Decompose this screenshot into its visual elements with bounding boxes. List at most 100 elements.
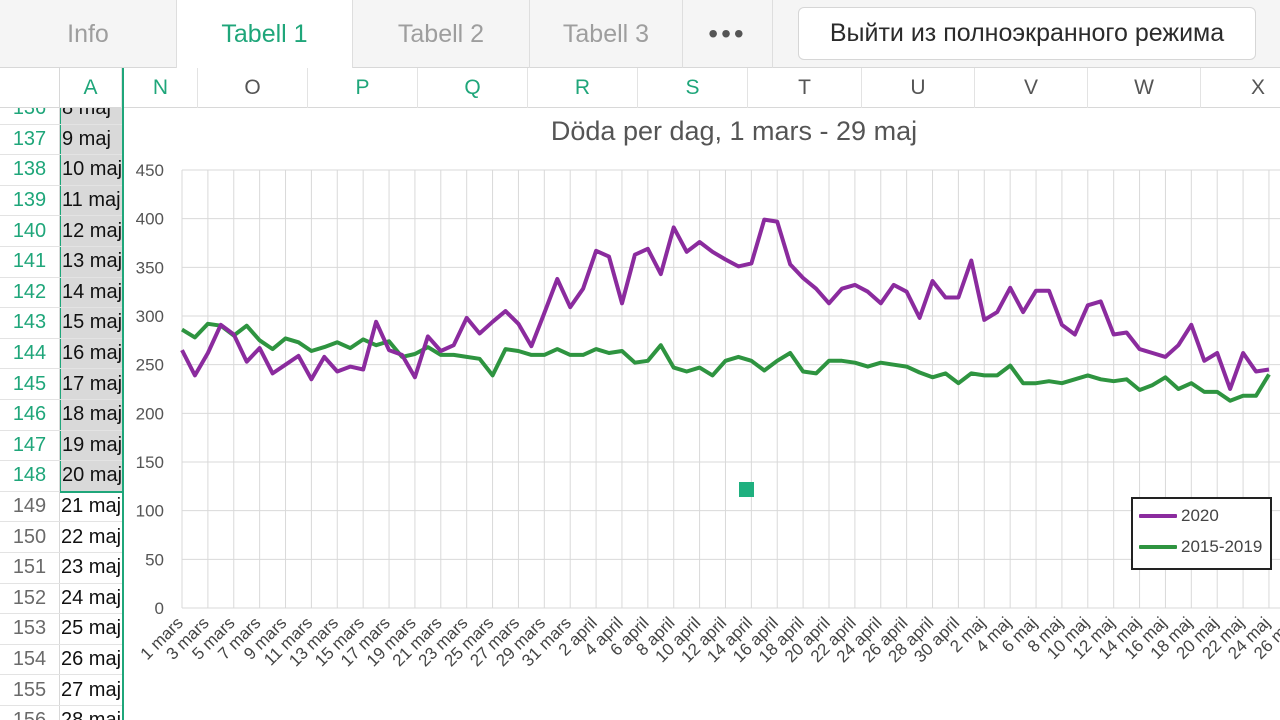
date-cell[interactable]: 21 maj <box>61 495 122 518</box>
table-row[interactable]: 145 17 maj <box>0 369 124 400</box>
freeze-pane-divider <box>122 68 124 720</box>
table-row[interactable]: 138 10 maj <box>0 155 124 186</box>
line-chart[interactable]: 0 50 100 150 200 250 300 350 400 450 1 mars 3 mars 5… <box>124 108 1280 720</box>
row-number[interactable]: 154 <box>0 644 60 675</box>
row-number[interactable]: 136 <box>0 108 60 124</box>
row-number[interactable]: 148 <box>0 461 60 491</box>
table-row[interactable]: 147 19 maj <box>0 430 124 462</box>
exit-fullscreen-button[interactable]: Выйти из полноэкранного режима <box>798 7 1256 60</box>
row-number[interactable]: 146 <box>0 400 60 430</box>
column-header-w[interactable]: W <box>1088 68 1201 108</box>
row-number[interactable]: 155 <box>0 675 60 705</box>
chart-title: Döda per dag, 1 mars - 29 maj <box>550 116 918 146</box>
table-row[interactable]: 149 21 maj <box>0 491 124 523</box>
table-row[interactable]: 146 18 maj <box>0 400 124 431</box>
date-cell[interactable]: 26 maj <box>61 648 122 671</box>
row-number[interactable]: 137 <box>0 124 60 155</box>
row-number[interactable]: 151 <box>0 553 60 583</box>
legend-item-2015-2019: 2015-2019 <box>1139 534 1262 560</box>
tab-tabell-2[interactable]: Tabell 2 <box>353 0 530 68</box>
column-header-v[interactable]: V <box>975 68 1088 108</box>
date-cell[interactable]: 22 maj <box>61 525 122 548</box>
y-tick-label: 450 <box>136 161 164 180</box>
table-row[interactable]: 137 9 maj <box>0 124 124 156</box>
table-row[interactable]: 141 13 maj <box>0 247 124 278</box>
y-tick-label: 200 <box>136 404 164 423</box>
column-header-r[interactable]: R <box>528 68 638 108</box>
table-row[interactable]: 153 25 maj <box>0 614 124 645</box>
row-number[interactable]: 145 <box>0 369 60 399</box>
date-cell[interactable]: 16 maj <box>60 338 122 369</box>
date-cell[interactable]: 19 maj <box>60 430 122 461</box>
row-number[interactable]: 140 <box>0 216 60 246</box>
more-tabs-button[interactable]: ••• <box>683 0 773 68</box>
y-tick-label: 50 <box>145 550 164 569</box>
y-tick-label: 400 <box>136 210 164 229</box>
date-cell[interactable]: 14 maj <box>60 277 122 308</box>
row-number[interactable]: 156 <box>0 706 60 720</box>
legend-label-2015-2019: 2015-2019 <box>1181 537 1263 556</box>
date-cell[interactable]: 24 maj <box>61 586 122 609</box>
tab-tabell-3[interactable]: Tabell 3 <box>530 0 683 68</box>
column-header-o[interactable]: O <box>198 68 308 108</box>
date-cell[interactable]: 10 maj <box>60 155 122 185</box>
column-header-t[interactable]: T <box>748 68 862 108</box>
row-number[interactable]: 139 <box>0 185 60 216</box>
column-header-x[interactable]: X <box>1250 76 1265 99</box>
row-number[interactable]: 138 <box>0 155 60 185</box>
row-number[interactable]: 144 <box>0 338 60 369</box>
table-row[interactable]: 15628 maj <box>0 706 124 720</box>
table-row[interactable]: 143 15 maj <box>0 308 124 339</box>
date-cell[interactable]: 17 maj <box>60 369 122 399</box>
table-row[interactable]: 152 24 maj <box>0 583 124 615</box>
date-cell[interactable]: 12 maj <box>60 216 122 246</box>
table-row[interactable]: 139 11 maj <box>0 185 124 217</box>
table-row[interactable]: 154 26 maj <box>0 644 124 676</box>
date-cell[interactable]: 11 maj <box>60 185 122 216</box>
column-header-n[interactable]: N <box>124 68 198 108</box>
date-cell[interactable]: 15 maj <box>60 308 122 338</box>
table-row[interactable]: 142 14 maj <box>0 277 124 309</box>
table-row[interactable]: 155 27 maj <box>0 675 124 706</box>
row-number[interactable]: 141 <box>0 247 60 277</box>
column-header-u[interactable]: U <box>862 68 975 108</box>
legend-label-2020: 2020 <box>1181 506 1219 525</box>
column-header-s[interactable]: S <box>638 68 748 108</box>
date-cell[interactable]: 27 maj <box>61 678 122 701</box>
row-number[interactable]: 153 <box>0 614 60 644</box>
row-number[interactable]: 143 <box>0 308 60 338</box>
date-cell[interactable]: 18 maj <box>60 400 122 430</box>
row-number[interactable]: 147 <box>0 430 60 461</box>
column-header-p[interactable]: P <box>308 68 418 108</box>
table-row[interactable]: 148 20 maj <box>0 461 124 492</box>
y-tick-label: 300 <box>136 307 164 326</box>
row-number[interactable]: 142 <box>0 277 60 308</box>
y-tick-label: 0 <box>155 599 164 618</box>
table-row[interactable]: 150 22 maj <box>0 522 124 553</box>
y-tick-label: 150 <box>136 453 164 472</box>
table-row[interactable]: 136 8 maj <box>0 108 124 125</box>
date-cell[interactable]: 9 maj <box>60 124 122 155</box>
tab-tabell-1[interactable]: Tabell 1 <box>177 0 353 69</box>
column-header-q[interactable]: Q <box>418 68 528 108</box>
date-cell[interactable]: 25 maj <box>61 617 122 640</box>
table-row[interactable]: 140 12 maj <box>0 216 124 247</box>
row-number[interactable]: 149 <box>0 491 60 522</box>
tab-info[interactable]: Info <box>0 0 177 68</box>
column-header-row: A N O P Q R S T U V W X <box>0 68 1280 108</box>
table-row[interactable]: 151 23 maj <box>0 553 124 584</box>
series-line-2020 <box>180 217 1270 391</box>
chart-resize-handle[interactable] <box>739 482 754 497</box>
select-all-corner[interactable] <box>0 68 60 108</box>
table-row[interactable]: 144 16 maj <box>0 338 124 370</box>
date-cell[interactable]: 20 maj <box>60 461 122 491</box>
date-cell[interactable]: 23 maj <box>61 556 122 579</box>
date-cell[interactable]: 8 maj <box>60 108 122 124</box>
legend-swatch-2015-2019 <box>1139 545 1177 549</box>
series-line-2015-2019 <box>180 321 1271 403</box>
row-number[interactable]: 152 <box>0 583 60 614</box>
column-header-a[interactable]: A <box>60 68 122 108</box>
date-cell[interactable]: 13 maj <box>60 247 122 277</box>
row-number[interactable]: 150 <box>0 522 60 552</box>
date-cell[interactable]: 28 maj <box>60 706 122 720</box>
